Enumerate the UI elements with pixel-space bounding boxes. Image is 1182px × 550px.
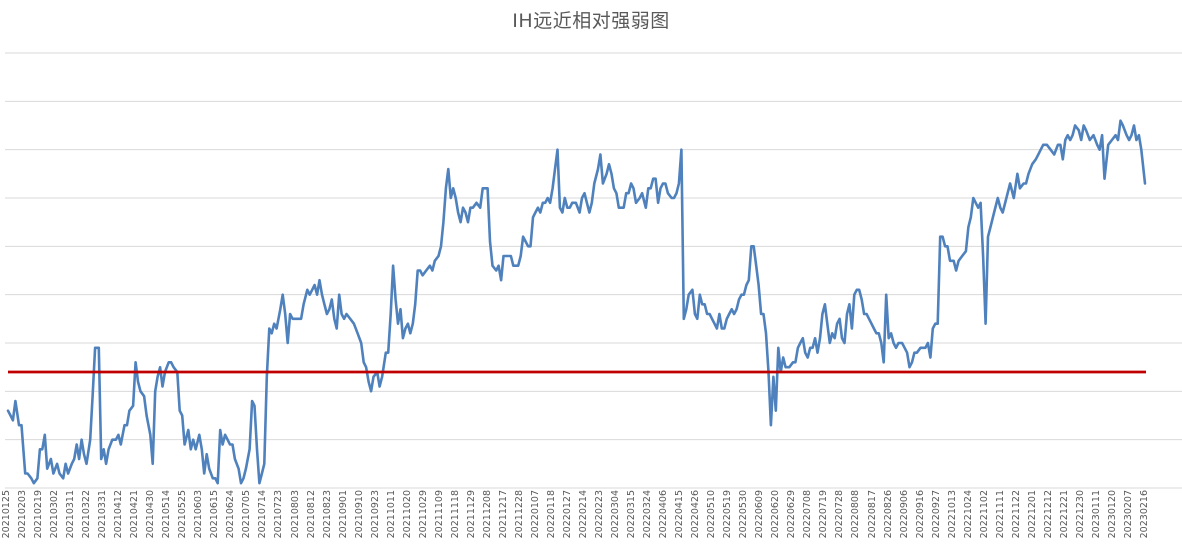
x-tick-label: 20210219 xyxy=(33,490,45,539)
x-tick-label: 20221201 xyxy=(1026,490,1038,539)
x-tick-label: 20220519 xyxy=(722,490,734,539)
x-tick-label: 20210412 xyxy=(113,490,125,539)
x-tick-label: 20220927 xyxy=(930,490,942,539)
x-tick-label: 20220304 xyxy=(610,490,622,539)
x-tick-label: 20211208 xyxy=(481,490,493,539)
x-tick-label: 20220916 xyxy=(914,490,926,539)
x-tick-label: 20220620 xyxy=(770,490,782,539)
x-tick-label: 20210311 xyxy=(65,490,77,539)
x-tick-label: 20210803 xyxy=(289,490,301,539)
x-tick-label: 20211109 xyxy=(433,490,445,539)
x-tick-label: 20220510 xyxy=(706,490,718,539)
x-tick-label: 20210615 xyxy=(209,490,221,539)
x-tick-label: 20220708 xyxy=(802,490,814,539)
x-tick-label: 20220426 xyxy=(690,490,702,539)
x-tick-label: 20210705 xyxy=(241,490,253,539)
x-tick-label: 20220808 xyxy=(850,490,862,539)
x-tick-label: 20210910 xyxy=(353,490,365,539)
x-tick-label: 20220406 xyxy=(658,490,670,539)
x-tick-label: 20210525 xyxy=(177,490,189,539)
x-tick-label: 20210302 xyxy=(49,490,61,539)
x-tick-label: 20211011 xyxy=(385,490,397,539)
x-tick-label: 20220826 xyxy=(882,490,894,539)
x-tick-label: 20220107 xyxy=(529,490,541,539)
x-tick-label: 20211020 xyxy=(401,490,413,539)
x-tick-label: 20220719 xyxy=(818,490,830,539)
x-tick-label: 20211118 xyxy=(449,490,461,539)
x-tick-label: 20230120 xyxy=(1106,490,1118,539)
x-tick-label: 20220315 xyxy=(626,490,638,539)
x-tick-label: 20211129 xyxy=(465,490,477,539)
x-tick-label: 20210624 xyxy=(225,490,237,539)
x-tick-label: 20211217 xyxy=(497,490,509,539)
x-tick-label: 20210514 xyxy=(161,490,173,539)
x-tick-label: 20221230 xyxy=(1074,490,1086,539)
x-tick-label: 20220223 xyxy=(594,490,606,539)
x-tick-label: 20220324 xyxy=(642,490,654,539)
x-tick-label: 20220118 xyxy=(545,490,557,539)
x-tick-label: 20221024 xyxy=(962,490,974,539)
x-tick-label: 20221013 xyxy=(946,490,958,539)
x-tick-label: 20221221 xyxy=(1058,490,1070,539)
x-tick-label: 20230111 xyxy=(1090,490,1102,539)
x-tick-label: 20220127 xyxy=(561,490,573,539)
x-tick-label: 20210331 xyxy=(97,490,109,539)
x-tick-label: 20210203 xyxy=(17,490,29,539)
x-tick-label: 20210714 xyxy=(257,490,269,539)
chart-title: IH远近相对强弱图 xyxy=(512,10,670,32)
x-tick-label: 20210823 xyxy=(321,490,333,539)
x-tick-label: 20210603 xyxy=(193,490,205,539)
x-tick-label: 20220530 xyxy=(738,490,750,539)
series-line xyxy=(6,119,1147,485)
x-tick-label: 20220609 xyxy=(754,490,766,539)
x-tick-label: 20210723 xyxy=(273,490,285,539)
x-tick-label: 20221102 xyxy=(978,490,990,539)
x-tick-label: 20210901 xyxy=(337,490,349,539)
x-tick-label: 20220629 xyxy=(786,490,798,539)
x-tick-label: 20210430 xyxy=(145,490,157,539)
x-tick-label: 20210812 xyxy=(305,490,317,539)
x-tick-label: 20211029 xyxy=(417,490,429,539)
x-tick-label: 20220906 xyxy=(898,490,910,539)
x-tick-label: 20230207 xyxy=(1122,490,1134,539)
plot-area xyxy=(5,52,1182,489)
gridlines xyxy=(5,52,1182,489)
x-tick-label: 20221111 xyxy=(994,490,1006,539)
x-tick-label: 20210125 xyxy=(1,490,12,539)
x-axis-tick-labels: 20210125 20210203 20210219 20210302 20210311… xyxy=(0,490,1182,550)
x-tick-label: 20230216 xyxy=(1139,490,1150,539)
x-tick-label: 20221122 xyxy=(1010,490,1022,539)
x-tick-label: 20210322 xyxy=(81,490,93,539)
x-tick-label: 20210421 xyxy=(129,490,141,539)
x-tick-label: 20220214 xyxy=(578,490,589,539)
x-tick-label: 20220415 xyxy=(674,490,686,539)
x-tick-label: 20210923 xyxy=(369,490,381,539)
x-tick-label: 20220728 xyxy=(834,490,846,539)
x-tick-label: 20211228 xyxy=(513,490,525,539)
x-tick-label: 20221212 xyxy=(1042,490,1054,539)
x-tick-label: 20220817 xyxy=(866,490,878,539)
